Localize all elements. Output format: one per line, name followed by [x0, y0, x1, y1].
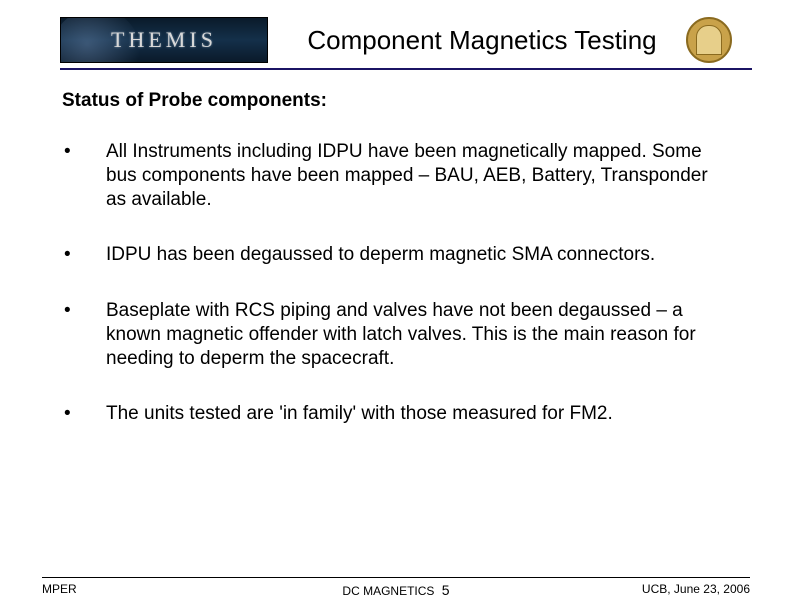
bullet-text: The units tested are 'in family' with th…: [106, 402, 730, 426]
bullet-text: All Instruments including IDPU have been…: [106, 140, 730, 211]
bullet-text: Baseplate with RCS piping and valves hav…: [106, 299, 730, 370]
footer-divider: [42, 577, 750, 578]
footer-right: UCB, June 23, 2006: [642, 582, 750, 596]
header-divider: [60, 68, 752, 70]
footer-center-label: DC MAGNETICS: [342, 584, 434, 598]
footer-left: MPER: [42, 582, 77, 596]
slide-content: Status of Probe components: • All Instru…: [0, 68, 792, 426]
list-item: • Baseplate with RCS piping and valves h…: [62, 299, 730, 370]
slide-header: THEMIS Component Magnetics Testing: [0, 0, 792, 68]
bullet-marker: •: [62, 140, 106, 164]
list-item: • The units tested are 'in family' with …: [62, 402, 730, 426]
themis-logo: THEMIS: [60, 17, 268, 63]
page-number: 5: [442, 582, 450, 598]
list-item: • IDPU has been degaussed to deperm magn…: [62, 243, 730, 267]
bullet-marker: •: [62, 402, 106, 426]
bullet-marker: •: [62, 243, 106, 267]
bullet-text: IDPU has been degaussed to deperm magnet…: [106, 243, 730, 267]
footer-row: MPER DC MAGNETICS 5 UCB, June 23, 2006: [42, 582, 750, 596]
seal-icon: [686, 17, 732, 63]
slide-title: Component Magnetics Testing: [268, 25, 686, 56]
logo-text: THEMIS: [111, 27, 217, 53]
seal-inner-shape: [696, 25, 722, 55]
list-item: • All Instruments including IDPU have be…: [62, 140, 730, 211]
footer-center: DC MAGNETICS 5: [342, 582, 449, 598]
bullet-marker: •: [62, 299, 106, 323]
section-title: Status of Probe components:: [62, 90, 730, 112]
bullet-list: • All Instruments including IDPU have be…: [62, 140, 730, 426]
slide-footer: MPER DC MAGNETICS 5 UCB, June 23, 2006: [42, 577, 750, 596]
